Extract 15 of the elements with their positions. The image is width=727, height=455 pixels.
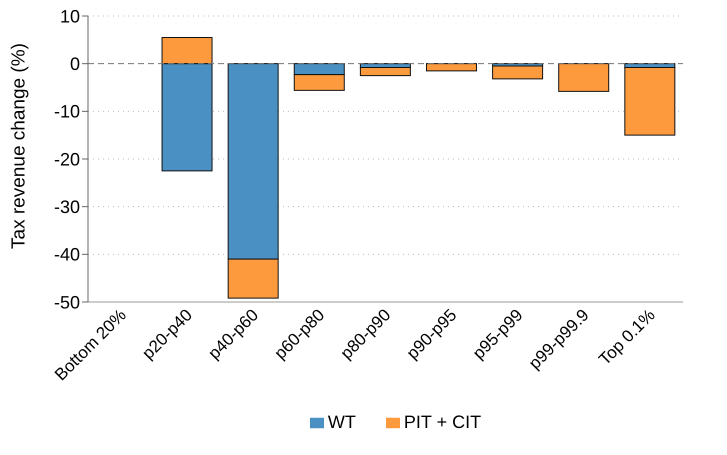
y-tick-label: -40 — [54, 244, 80, 265]
legend-label: PIT + CIT — [404, 412, 482, 432]
y-tick-label: -20 — [54, 149, 80, 170]
y-tick-label: 0 — [70, 54, 80, 74]
bar — [558, 63, 610, 92]
bar — [426, 63, 477, 72]
y-tick-label: 10 — [60, 6, 80, 26]
bar — [360, 66, 411, 76]
legend-label: WT — [328, 412, 356, 432]
y-tick-label: -10 — [54, 102, 80, 122]
y-axis-title: Tax revenue change (%) — [8, 43, 30, 249]
bar — [624, 66, 676, 136]
y-tick-label: -50 — [54, 292, 80, 312]
y-tick-label: -30 — [54, 197, 80, 218]
bar — [492, 66, 544, 80]
